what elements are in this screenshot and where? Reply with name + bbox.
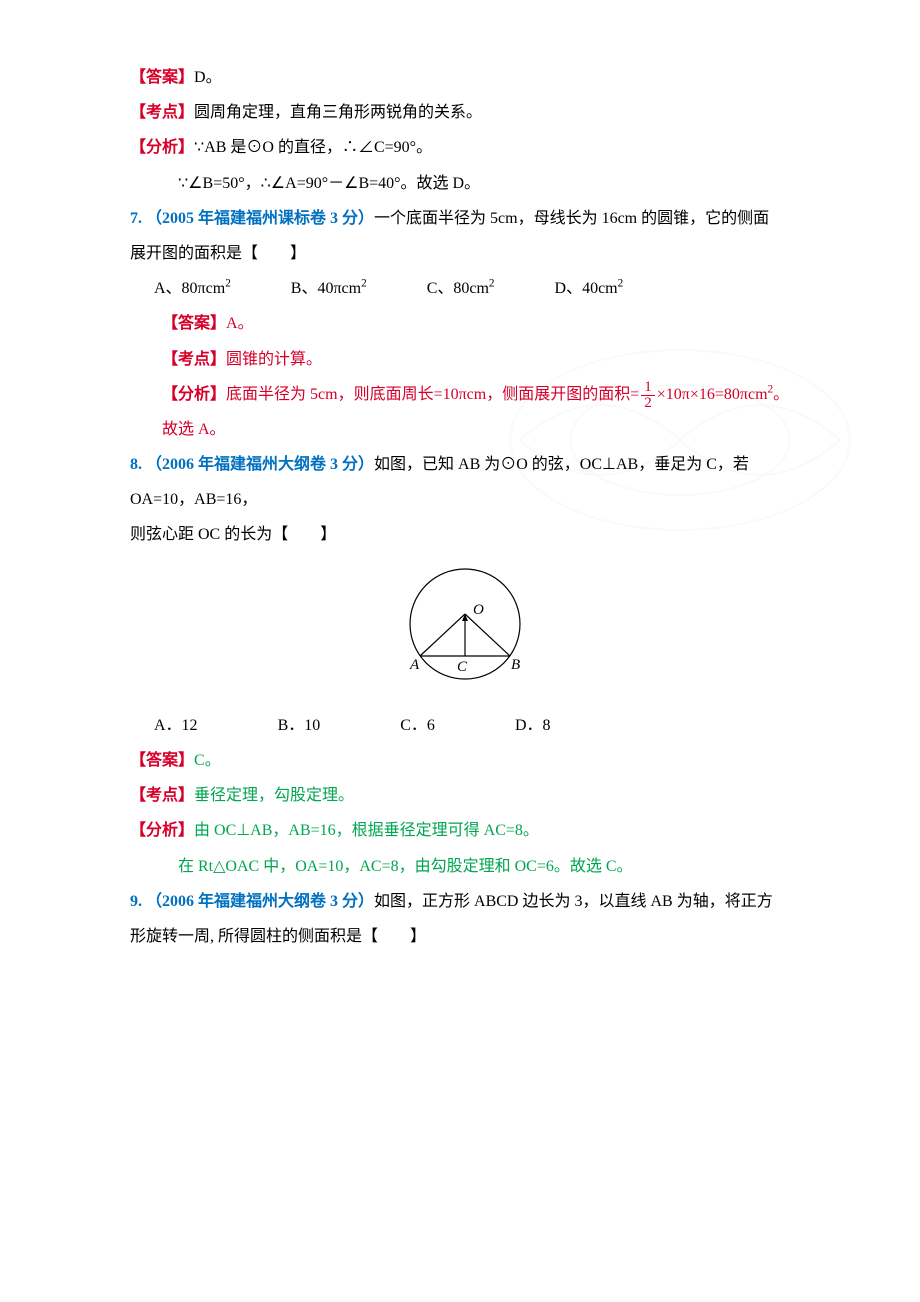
q7-stem-line2: 展开图的面积是【 】 (130, 236, 800, 271)
fenxi-text: ∵AB 是⊙O 的直径，∴∠C=90°。 (194, 139, 432, 156)
q8-options: A．12 B．10 C．6 D．8 (130, 708, 800, 743)
q8-optB: B．10 (278, 708, 321, 743)
q7-num: 7. (130, 210, 142, 227)
kaodian-value: 圆锥的计算。 (226, 351, 322, 368)
q7-optA: A、80πcm2 (154, 271, 231, 306)
q8-optD: D．8 (515, 708, 551, 743)
label-O: O (473, 602, 484, 618)
q7-optC: C、80cm2 (427, 271, 495, 306)
q6-fenxi-2: ∵∠B=50°，∴∠A=90°－∠B=40°。故选 D。 (130, 166, 800, 201)
q6-fenxi-1: 【分析】∵AB 是⊙O 的直径，∴∠C=90°。 (130, 130, 800, 165)
q7-kaodian: 【考点】圆锥的计算。 (130, 342, 800, 377)
q8-stem1: 如图，已知 AB 为⊙O 的弦，OC⊥AB，垂足为 C，若 (374, 456, 749, 473)
fraction: 12 (641, 380, 655, 411)
kaodian-label: 【考点】 (130, 104, 194, 121)
kaodian-label: 【考点】 (162, 351, 226, 368)
answer-value: D。 (194, 69, 222, 86)
label-A: A (409, 657, 420, 673)
label-B: B (511, 657, 520, 673)
q8-stem-line3: 则弦心距 OC 的长为【 】 (130, 517, 800, 552)
q8-stem-line1: 8. （2006 年福建福州大纲卷 3 分）如图，已知 AB 为⊙O 的弦，OC… (130, 447, 800, 482)
answer-label: 【答案】 (130, 69, 194, 86)
q9-stem-line2: 形旋转一周, 所得圆柱的侧面积是【 】 (130, 919, 800, 954)
kaodian-value: 圆周角定理，直角三角形两锐角的关系。 (194, 104, 482, 121)
answer-label: 【答案】 (130, 752, 194, 769)
q7-optD: D、40cm2 (555, 271, 624, 306)
label-C: C (457, 659, 468, 675)
q7-src: （2005 年福建福州课标卷 3 分） (146, 210, 374, 227)
kaodian-label: 【考点】 (130, 787, 194, 804)
fenxi-label: 【分析】 (162, 386, 226, 403)
q7-options: A、80πcm2 B、40πcm2 C、80cm2 D、40cm2 (130, 271, 800, 306)
q8-fenxi-1: 【分析】由 OC⊥AB，AB=16，根据垂径定理可得 AC=8。 (130, 813, 800, 848)
q7-fenxi: 【分析】底面半径为 5cm，则底面周长=10πcm，侧面展开图的面积=12×10… (130, 377, 800, 412)
q7-guxuan: 故选 A。 (130, 412, 800, 447)
q8-num: 8. (130, 456, 142, 473)
q8-stem-line2: OA=10，AB=16， (130, 482, 800, 517)
q9-stem-line1: 9. （2006 年福建福州大纲卷 3 分）如图，正方形 ABCD 边长为 3，… (130, 884, 800, 919)
q8-optC: C．6 (400, 708, 435, 743)
q8-kaodian: 【考点】垂径定理，勾股定理。 (130, 778, 800, 813)
fenxi-label: 【分析】 (130, 822, 194, 839)
q7-stem1: 一个底面半径为 5cm，母线长为 16cm 的圆锥，它的侧面 (374, 210, 769, 227)
q9-src: （2006 年福建福州大纲卷 3 分） (146, 893, 374, 910)
q9-num: 9. (130, 893, 142, 910)
q8-figure: O A B C (130, 559, 800, 702)
fenxi-label: 【分析】 (130, 139, 194, 156)
q8-fenxi-2: 在 Rt△OAC 中，OA=10，AC=8，由勾股定理和 OC=6。故选 C。 (130, 849, 800, 884)
q9-stem1: 如图，正方形 ABCD 边长为 3，以直线 AB 为轴，将正方 (374, 893, 773, 910)
q6-answer: 【答案】D。 (130, 60, 800, 95)
answer-value: A。 (226, 315, 254, 332)
answer-value: C。 (194, 752, 221, 769)
q7-answer: 【答案】A。 (130, 306, 800, 341)
kaodian-value: 垂径定理，勾股定理。 (194, 787, 354, 804)
q7-optB: B、40πcm2 (291, 271, 367, 306)
q6-kaodian: 【考点】圆周角定理，直角三角形两锐角的关系。 (130, 95, 800, 130)
q8-answer: 【答案】C。 (130, 743, 800, 778)
q8-optA: A．12 (154, 708, 198, 743)
q7-stem-line1: 7. （2005 年福建福州课标卷 3 分）一个底面半径为 5cm，母线长为 1… (130, 201, 800, 236)
q8-src: （2006 年福建福州大纲卷 3 分） (146, 456, 374, 473)
answer-label: 【答案】 (162, 315, 226, 332)
